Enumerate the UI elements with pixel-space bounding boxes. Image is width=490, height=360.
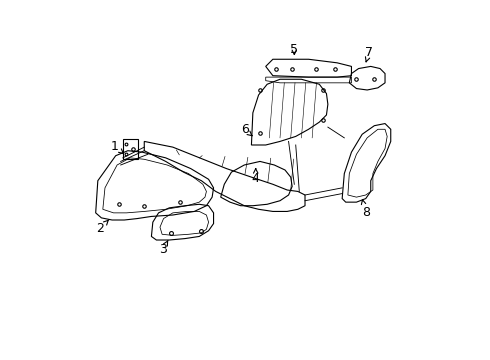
Text: 6: 6	[241, 123, 252, 136]
Text: 7: 7	[366, 46, 373, 62]
Text: 2: 2	[97, 220, 109, 235]
Text: 4: 4	[252, 168, 260, 185]
Text: 8: 8	[362, 200, 370, 219]
Text: 5: 5	[290, 43, 298, 56]
Text: 3: 3	[159, 240, 168, 256]
Text: 1: 1	[111, 140, 123, 154]
Bar	[123, 139, 138, 159]
